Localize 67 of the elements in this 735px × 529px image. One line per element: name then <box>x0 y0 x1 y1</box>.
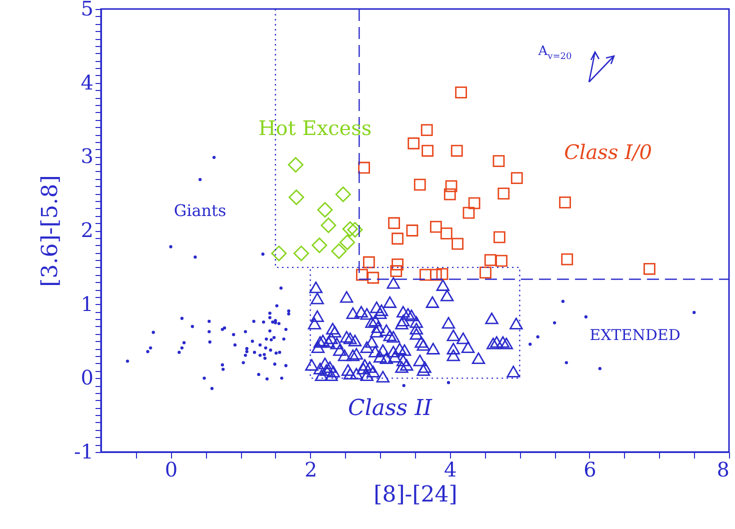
y-axis-title: [3.6]-[5.8] <box>38 175 64 287</box>
point <box>320 218 336 234</box>
point <box>492 155 505 168</box>
y-tick-label: 2 <box>80 218 94 242</box>
point <box>644 262 656 275</box>
point <box>363 256 375 268</box>
annotation: Giants <box>174 201 226 220</box>
point <box>288 157 304 173</box>
point <box>493 231 506 244</box>
point <box>288 190 304 206</box>
point <box>420 124 433 136</box>
point <box>462 206 475 219</box>
point <box>436 268 448 280</box>
point <box>445 180 458 192</box>
annotation: A$_{v=20}$ <box>538 44 572 62</box>
y-tick-label: 0 <box>80 366 94 390</box>
point <box>408 137 420 150</box>
point <box>430 220 442 233</box>
x-axis-title: [8]-[24] <box>374 482 458 508</box>
point <box>390 265 402 278</box>
annotation: EXTENDED <box>590 326 680 344</box>
x-tick-label: 8 <box>716 458 730 482</box>
point <box>440 228 452 240</box>
x-tick-label: 0 <box>164 458 178 482</box>
y-tick-label: 3 <box>80 144 94 168</box>
point <box>510 172 523 184</box>
point <box>414 178 426 191</box>
point <box>422 144 434 157</box>
annotation: Class I/0 <box>564 140 652 164</box>
point <box>496 254 508 267</box>
point <box>430 268 442 281</box>
point <box>559 196 571 208</box>
point <box>450 144 463 157</box>
point <box>452 238 464 250</box>
point <box>480 266 492 279</box>
annotation: Class II <box>348 396 434 421</box>
point <box>392 258 404 270</box>
point <box>293 246 310 262</box>
y-tick-label: 5 <box>80 0 94 20</box>
point <box>484 254 496 266</box>
point <box>335 186 351 202</box>
point <box>331 243 347 259</box>
x-tick-label: 6 <box>584 458 596 482</box>
annotation: Hot Excess <box>258 116 372 140</box>
point <box>444 188 456 200</box>
y-tick-label: 1 <box>80 292 94 316</box>
point <box>358 162 370 174</box>
point <box>342 221 358 237</box>
x-tick-label: 2 <box>304 458 318 482</box>
point <box>561 253 574 266</box>
point <box>498 188 510 200</box>
point <box>347 222 363 238</box>
point <box>340 234 356 250</box>
x-tick-label: 4 <box>444 458 457 482</box>
point <box>271 246 287 262</box>
y-tick-label: 4 <box>80 70 94 94</box>
point <box>406 224 418 236</box>
point <box>317 202 333 218</box>
point <box>356 268 368 281</box>
y-tick-label: -1 <box>74 440 94 464</box>
point <box>388 217 400 230</box>
point <box>392 232 404 245</box>
point <box>367 272 380 284</box>
point <box>312 237 328 254</box>
point <box>420 268 432 281</box>
point <box>468 197 480 210</box>
point <box>455 86 467 98</box>
